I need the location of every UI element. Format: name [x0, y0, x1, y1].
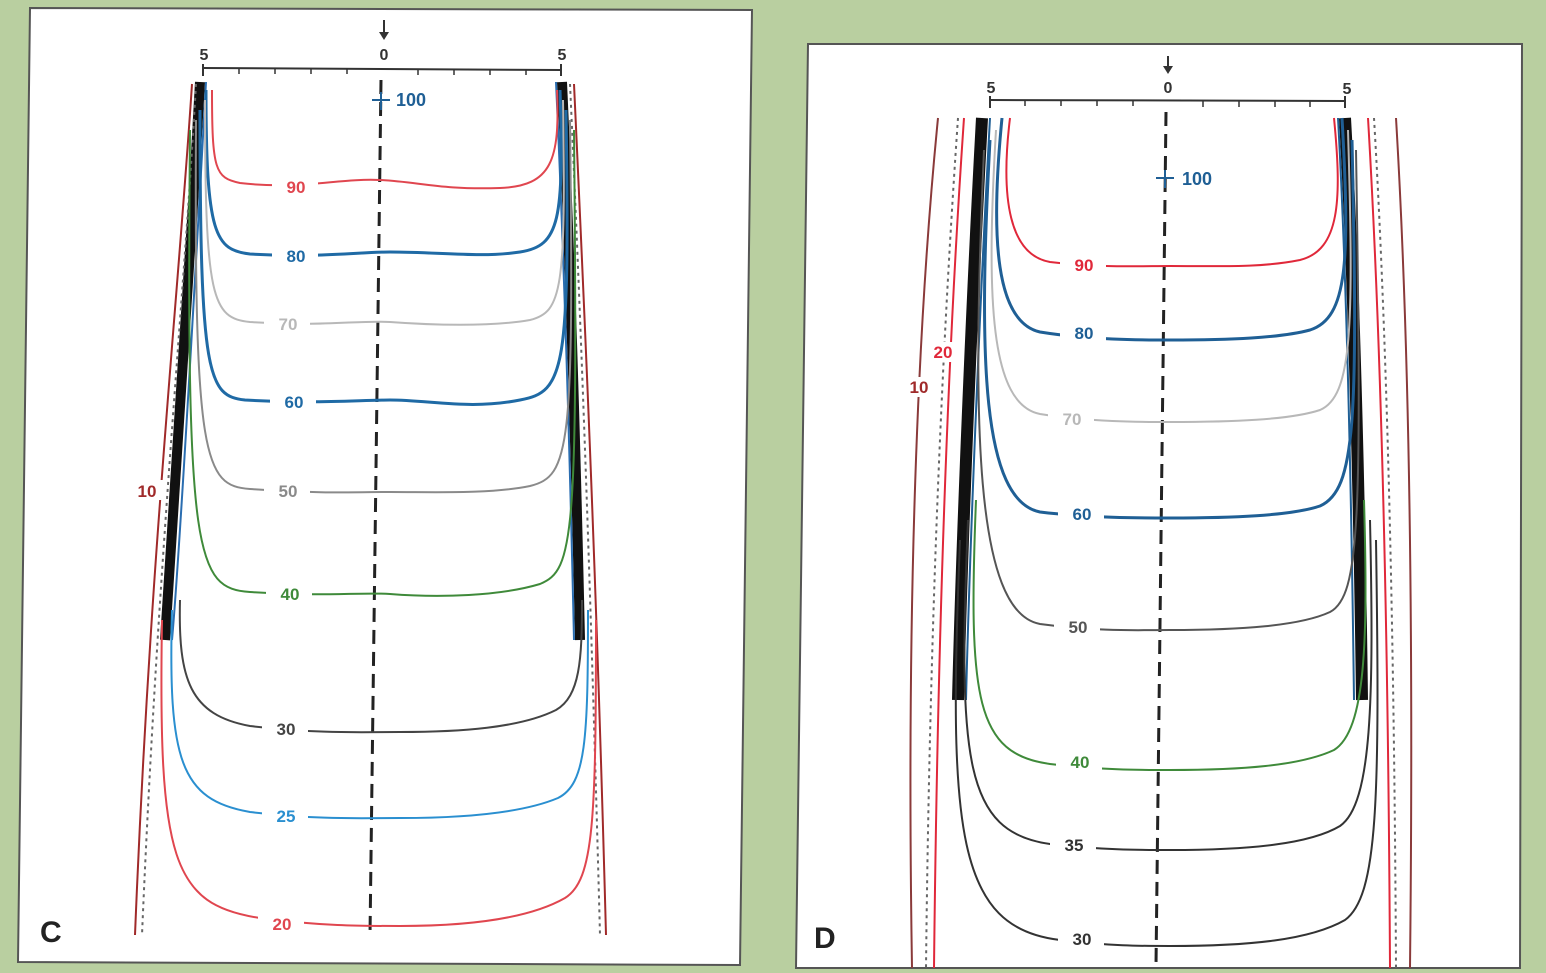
panel-d-isodose-10-left	[909, 117, 939, 969]
panel-c-scale-right: 5	[558, 47, 567, 64]
panel-c-isodose-20	[160, 619, 597, 928]
panel-c-label-10: 10	[138, 482, 157, 501]
panel-d-isodose-60	[983, 139, 1357, 520]
panel-d-penumbra-dotted-left	[925, 117, 959, 969]
panel-d-isodose-20-left	[933, 117, 965, 969]
panel-d-label-50: 50	[1069, 618, 1088, 637]
panel-d-isodose-35	[963, 519, 1373, 852]
panel-d-dmax-label: 100	[1182, 169, 1212, 189]
panel-c-scale-left: 5	[200, 47, 209, 64]
panel-c-scale: 5 0 5	[200, 20, 567, 76]
panel-d-label-60: 60	[1073, 505, 1092, 524]
panel-d-label-80: 80	[1075, 324, 1094, 343]
panel-d-isodose-20-right	[1367, 117, 1391, 969]
panel-d-isodose-40	[972, 499, 1367, 772]
panel-d-scale-right: 5	[1343, 81, 1352, 98]
panel-d-scale-center: 0	[1164, 80, 1173, 97]
panel-c-isodose-10-left	[134, 83, 193, 936]
panel-d-letter: D	[814, 922, 836, 955]
panel-c-isodose-90	[211, 89, 559, 190]
panel-d-central-axis	[1154, 111, 1168, 966]
panel-d-isodose-10-right	[1395, 117, 1413, 969]
panel-c-label-80: 80	[287, 247, 306, 266]
panel-c-dmax-label: 100	[396, 90, 426, 110]
panel-c-frame	[16, 6, 754, 967]
panel-c-scale-center: 0	[380, 47, 389, 64]
panel-d-label-35: 35	[1065, 836, 1084, 855]
panel-d-penumbra-dotted-right	[1373, 117, 1397, 969]
panel-d-isodose-90	[1005, 117, 1339, 268]
panel-c-isodose-70	[204, 99, 565, 326]
panel-d-dmax-marker: 100	[1156, 169, 1212, 189]
panel-d-label-10: 10	[910, 378, 929, 397]
panel-c-dmax-marker: 100	[372, 90, 426, 110]
panel-c: 5 0 5 100	[16, 6, 754, 967]
panel-c-label-60: 60	[285, 393, 304, 412]
panel-c-label-70: 70	[279, 315, 298, 334]
panel-c-isodose-25	[170, 609, 589, 820]
panel-c-label-40: 40	[281, 585, 300, 604]
panel-c-isodose-80	[204, 89, 563, 257]
panel-d-isodose-80	[995, 117, 1348, 342]
panel-d-scale: 5 0 5	[987, 56, 1352, 108]
panel-d-isodose-70	[990, 129, 1352, 424]
panel-d-label-20: 20	[934, 343, 953, 362]
panel-c-isodose-60	[198, 109, 569, 406]
panel-c-isodose-50	[194, 119, 573, 494]
panel-d-isodose-30	[954, 539, 1379, 948]
panel-c-isodose-30	[178, 599, 583, 734]
panel-d-label-90: 90	[1075, 256, 1094, 275]
panel-c-isodose-40	[188, 129, 577, 597]
panel-c-label-50: 50	[279, 482, 298, 501]
panel-c-label-25: 25	[277, 807, 296, 826]
panel-c-central-axis	[368, 79, 383, 936]
panel-d: 5 0 5 100	[794, 43, 1524, 969]
panel-d-label-40: 40	[1071, 753, 1090, 772]
panel-c-label-20: 20	[273, 915, 292, 934]
panel-c-label-30: 30	[277, 720, 296, 739]
panel-c-label-90: 90	[287, 178, 306, 197]
panel-d-label-70: 70	[1063, 410, 1082, 429]
panel-c-letter: C	[40, 916, 62, 949]
panel-c-isodose-10-right	[573, 83, 607, 936]
panel-d-label-30: 30	[1073, 930, 1092, 949]
panel-c-penumbra-dotted-left	[141, 83, 197, 936]
panel-c-penumbra-dotted-right	[569, 83, 601, 936]
panel-d-isodose-50	[977, 149, 1360, 632]
panel-d-scale-left: 5	[987, 80, 996, 97]
